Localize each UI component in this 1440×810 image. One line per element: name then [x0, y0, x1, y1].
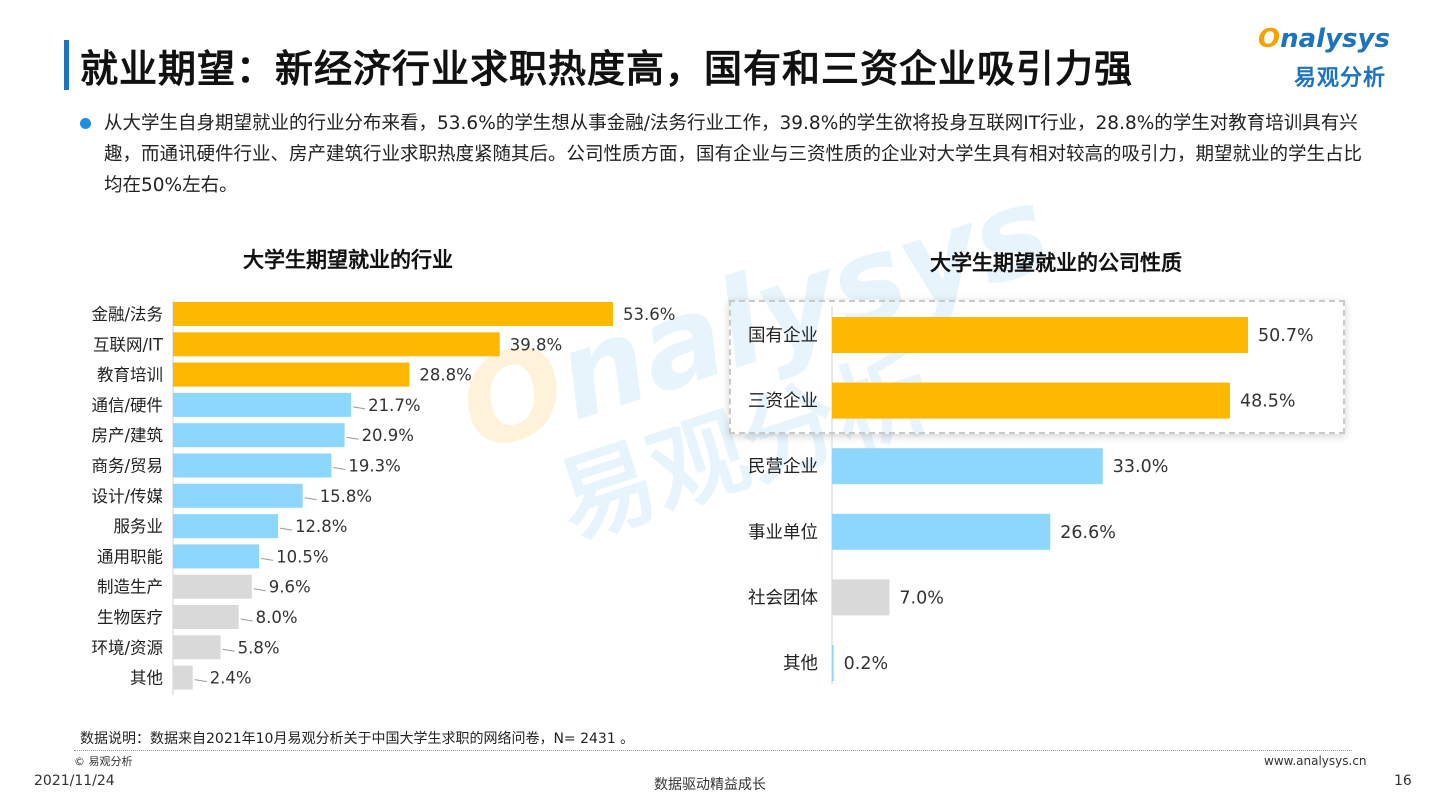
chart-1-value-label-0: 50.7%	[1258, 326, 1314, 346]
chart-0-category-6: 设计/传媒	[91, 487, 163, 506]
chart-1-bar-1	[832, 382, 1230, 419]
chart-1-value-label-4: 7.0%	[899, 588, 943, 608]
chart-0-value-label-10: 8.0%	[256, 608, 298, 627]
chart-0-leader-11	[222, 648, 235, 652]
chart-0-category-0: 金融/法务	[91, 305, 163, 324]
chart-0-bar-10	[173, 605, 239, 629]
chart-0-leader-8	[261, 557, 274, 561]
chart-1-value-label-2: 33.0%	[1113, 457, 1169, 477]
chart-0-category-9: 制造生产	[97, 578, 163, 597]
chart-1-category-5: 其他	[783, 654, 818, 674]
chart-0-leader-9	[253, 588, 266, 592]
chart-0-value-label-1: 39.8%	[510, 335, 562, 354]
industry-chart-title: 大学生期望就业的行业	[243, 248, 453, 272]
chart-0-category-10: 生物医疗	[97, 608, 163, 627]
chart-1-value-label-5: 0.2%	[844, 654, 888, 674]
chart-0-bar-11	[173, 635, 221, 660]
chart-0-leader-6	[304, 497, 317, 501]
logo-cn: 易观分析	[1294, 66, 1387, 91]
chart-0-category-12: 其他	[130, 669, 163, 688]
chart-0-bar-8	[173, 544, 260, 569]
data-note: 数据说明：数据来自2021年10月易观分析关于中国大学生求职的网络问卷，N= 2…	[80, 731, 635, 747]
chart-0-category-1: 互联网/IT	[93, 335, 164, 354]
chart-0-bar-5	[173, 453, 332, 478]
chart-0-value-label-7: 12.8%	[295, 517, 347, 536]
bullet-dot-icon	[80, 118, 91, 129]
chart-0-value-label-2: 28.8%	[419, 366, 471, 385]
chart-0-bar-9	[173, 574, 252, 599]
chart-0-category-2: 教育培训	[97, 366, 163, 385]
page-title: 就业期望：新经济行业求职热度高，国有和三资企业吸引力强	[80, 47, 1134, 91]
company-chart-title: 大学生期望就业的公司性质	[930, 251, 1182, 275]
chart-1-bar-4	[832, 579, 890, 616]
chart-0-category-7: 服务业	[114, 517, 164, 536]
chart-1-value-label-1: 48.5%	[1240, 392, 1296, 412]
chart-0-value-label-6: 15.8%	[320, 487, 372, 506]
logo-en-o: O	[1258, 24, 1281, 54]
title-accent-bar	[64, 40, 69, 90]
chart-0-category-3: 通信/硬件	[91, 396, 163, 415]
chart-0-leader-4	[346, 436, 359, 440]
chart-0-category-8: 通用职能	[97, 547, 163, 566]
chart-0-bar-7	[173, 514, 279, 539]
highlight-box	[729, 300, 1345, 434]
chart-0-bar-4	[173, 423, 345, 448]
chart-0-bar-2	[173, 362, 410, 387]
chart-1-category-3: 事业单位	[748, 523, 818, 543]
chart-1-bar-3	[832, 513, 1051, 550]
chart-1-category-4: 社会团体	[748, 588, 818, 608]
chart-1-bar-2	[832, 448, 1103, 485]
chart-1-bar-5	[832, 645, 834, 681]
chart-0-value-label-12: 2.4%	[210, 669, 252, 688]
chart-0-leader-12	[194, 679, 207, 683]
footer-divider	[74, 750, 1352, 751]
chart-0-value-label-3: 21.7%	[368, 396, 420, 415]
chart-0-leader-5	[333, 467, 346, 470]
chart-0-category-11: 环境/资源	[91, 638, 163, 657]
chart-1-category-1: 三资企业	[748, 392, 818, 412]
chart-0-leader-3	[353, 406, 366, 410]
chart-0-bar-12	[173, 665, 193, 690]
chart-0-value-label-5: 19.3%	[348, 457, 400, 476]
website-link[interactable]: www.analysys.cn	[1264, 754, 1367, 768]
chart-0-leader-10	[240, 618, 253, 622]
chart-0-leader-7	[279, 527, 293, 531]
chart-1-bar-0	[832, 317, 1248, 353]
chart-0-value-label-9: 9.6%	[269, 578, 311, 597]
chart-0-value-label-11: 5.8%	[238, 638, 280, 657]
analysys-logo: Onalysys 易观分析	[1258, 24, 1408, 94]
chart-1-category-2: 民营企业	[748, 457, 818, 477]
intro-paragraph: 从大学生自身期望就业的行业分布来看，53.6%的学生想从事金融/法务行业工作，3…	[104, 113, 1363, 196]
chart-0-value-label-4: 20.9%	[362, 426, 414, 445]
chart-0-bar-0	[173, 302, 613, 326]
report-date: 2021/11/24	[34, 773, 115, 789]
chart-0-bar-1	[173, 332, 500, 357]
chart-0-bar-6	[173, 483, 303, 508]
chart-1-value-label-3: 26.6%	[1060, 523, 1116, 543]
logo-en-rest: nalysys	[1280, 24, 1390, 54]
chart-0-value-label-0: 53.6%	[623, 305, 675, 324]
slogan: 数据驱动精益成长	[654, 777, 766, 793]
chart-1-category-0: 国有企业	[748, 326, 818, 346]
chart-0-bar-3	[173, 392, 352, 417]
chart-0-category-4: 房产/建筑	[91, 426, 163, 445]
page-number: 16	[1394, 773, 1412, 789]
copyright: © 易观分析	[74, 755, 133, 768]
chart-0-category-5: 商务/贸易	[91, 457, 163, 476]
chart-0-value-label-8: 10.5%	[276, 547, 328, 566]
logo-en: Onalysys	[1258, 24, 1390, 54]
